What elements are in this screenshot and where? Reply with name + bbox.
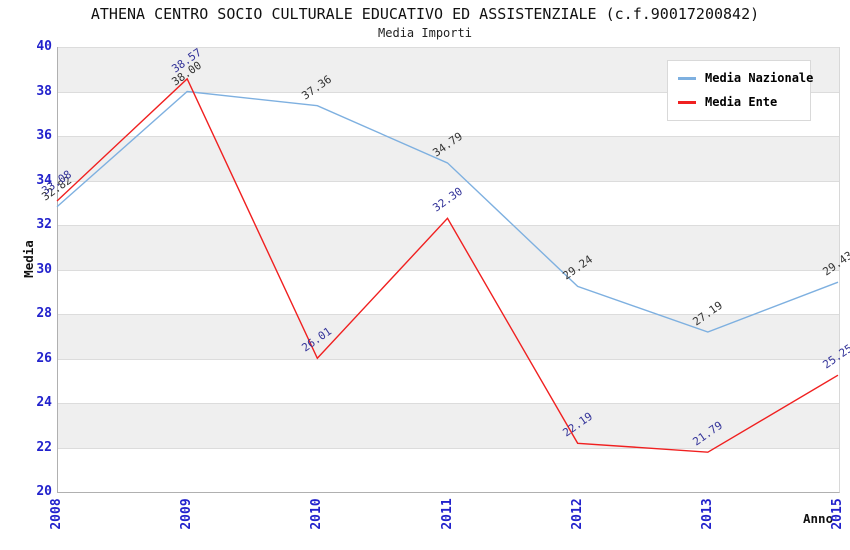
media-ente-line-swatch <box>678 100 696 104</box>
y-tick-label: 40 <box>36 39 52 54</box>
legend-label: Media Ente <box>705 95 778 109</box>
grid-band <box>58 314 839 359</box>
y-tick-label: 32 <box>36 217 52 232</box>
x-tick-label: 2012 <box>569 498 585 530</box>
x-tick-label: 2009 <box>179 498 195 530</box>
y-tick-label: 34 <box>36 172 52 188</box>
media-nazionale-line-swatch <box>678 76 696 80</box>
y-tick-label: 26 <box>36 350 52 366</box>
x-tick-label: 2015 <box>830 498 845 530</box>
x-axis-title: Anno <box>803 511 834 526</box>
x-tick-label: 2013 <box>699 498 715 530</box>
chart-subtitle: Media Importi <box>378 26 472 40</box>
grid-band <box>58 358 839 403</box>
y-tick-label: 36 <box>36 128 52 143</box>
chart-title: ATHENA CENTRO SOCIO CULTURALE EDUCATIVO … <box>90 5 760 23</box>
y-tick-label: 28 <box>36 306 52 321</box>
y-tick-label: 30 <box>36 261 52 277</box>
grid-band <box>58 447 839 492</box>
y-axis-title: Media <box>21 240 36 278</box>
x-tick-label: 2008 <box>49 498 64 530</box>
grid-band <box>58 225 839 270</box>
y-tick-label: 22 <box>36 439 52 455</box>
x-tick-label: 2010 <box>309 498 325 530</box>
legend-item-media-nazionale: Media Nazionale <box>668 66 814 90</box>
y-tick-label: 24 <box>36 395 52 410</box>
y-tick-label: 38 <box>36 83 52 99</box>
legend: Media Nazionale Media Ente <box>667 60 814 121</box>
legend-label: Media Nazionale <box>705 71 814 85</box>
legend-item-media-ente: Media Ente <box>668 90 810 114</box>
x-tick-label: 2011 <box>439 498 455 530</box>
y-tick-label: 20 <box>36 484 52 499</box>
